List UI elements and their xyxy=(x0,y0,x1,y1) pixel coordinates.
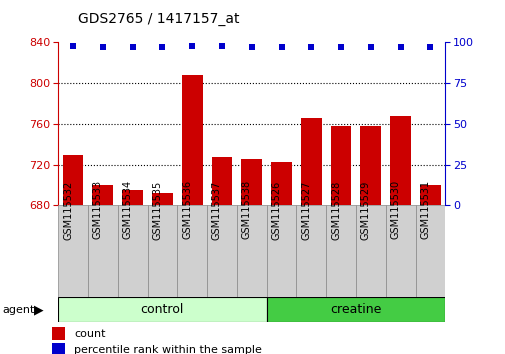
FancyBboxPatch shape xyxy=(415,205,444,297)
FancyBboxPatch shape xyxy=(266,297,444,322)
Text: GSM115532: GSM115532 xyxy=(63,180,73,240)
Text: control: control xyxy=(140,303,184,316)
Text: GSM115528: GSM115528 xyxy=(330,180,340,240)
Bar xyxy=(122,190,143,205)
Bar xyxy=(63,155,83,205)
Text: GSM115531: GSM115531 xyxy=(420,180,430,240)
Text: creatine: creatine xyxy=(330,303,381,316)
FancyBboxPatch shape xyxy=(147,205,177,297)
Bar xyxy=(52,327,65,340)
Point xyxy=(426,45,434,50)
Text: GSM115526: GSM115526 xyxy=(271,180,281,240)
Point xyxy=(396,45,404,50)
Bar xyxy=(181,75,202,205)
Bar xyxy=(52,343,65,354)
FancyBboxPatch shape xyxy=(355,205,385,297)
Bar xyxy=(211,158,232,205)
Point xyxy=(247,45,256,50)
Point xyxy=(158,45,166,50)
Bar xyxy=(330,126,351,205)
FancyBboxPatch shape xyxy=(177,205,207,297)
FancyBboxPatch shape xyxy=(58,205,88,297)
Text: agent: agent xyxy=(3,305,35,315)
FancyBboxPatch shape xyxy=(385,205,415,297)
Text: count: count xyxy=(74,329,105,339)
Text: ▶: ▶ xyxy=(34,303,44,316)
Bar xyxy=(419,185,440,205)
Text: percentile rank within the sample: percentile rank within the sample xyxy=(74,345,261,354)
Text: GDS2765 / 1417157_at: GDS2765 / 1417157_at xyxy=(78,12,239,27)
Bar xyxy=(241,159,262,205)
Point xyxy=(366,45,374,50)
Bar xyxy=(389,116,410,205)
Point xyxy=(188,43,196,48)
Bar xyxy=(271,161,291,205)
FancyBboxPatch shape xyxy=(118,205,147,297)
Point xyxy=(98,45,107,50)
FancyBboxPatch shape xyxy=(88,205,118,297)
Point xyxy=(218,43,226,48)
Point xyxy=(128,45,136,50)
Point xyxy=(69,43,77,48)
FancyBboxPatch shape xyxy=(58,297,266,322)
Bar xyxy=(300,118,321,205)
Point xyxy=(277,45,285,50)
Text: GSM115536: GSM115536 xyxy=(182,180,192,240)
Text: GSM115527: GSM115527 xyxy=(300,180,311,240)
Text: GSM115529: GSM115529 xyxy=(360,180,370,240)
Text: GSM115533: GSM115533 xyxy=(93,180,103,240)
Bar xyxy=(92,185,113,205)
FancyBboxPatch shape xyxy=(236,205,266,297)
FancyBboxPatch shape xyxy=(296,205,326,297)
Text: GSM115537: GSM115537 xyxy=(212,180,222,240)
Text: GSM115535: GSM115535 xyxy=(152,180,162,240)
Bar xyxy=(152,193,173,205)
Point xyxy=(336,45,344,50)
Bar xyxy=(360,126,380,205)
Text: GSM115534: GSM115534 xyxy=(122,180,132,240)
Text: GSM115538: GSM115538 xyxy=(241,180,251,240)
FancyBboxPatch shape xyxy=(266,205,296,297)
Point xyxy=(307,45,315,50)
Text: GSM115530: GSM115530 xyxy=(390,180,400,240)
FancyBboxPatch shape xyxy=(326,205,355,297)
FancyBboxPatch shape xyxy=(207,205,236,297)
